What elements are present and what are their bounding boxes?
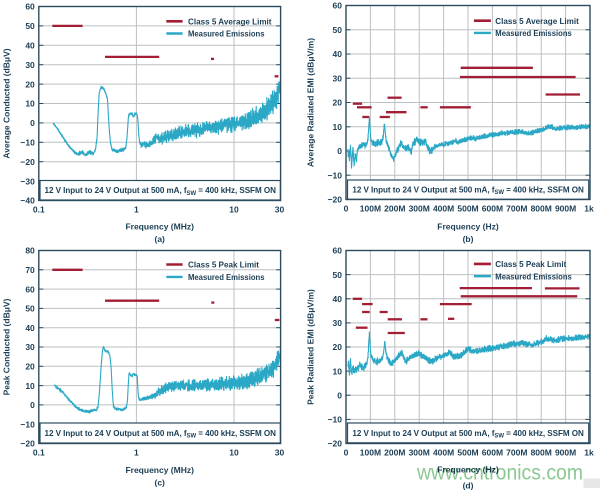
svg-text:60: 60 [25,2,35,12]
svg-text:500M: 500M [457,204,478,214]
svg-text:1: 1 [134,448,139,458]
svg-text:Frequency (Hz): Frequency (Hz) [437,465,499,475]
svg-text:0: 0 [337,146,342,156]
svg-text:40: 40 [25,323,35,333]
svg-text:400M: 400M [433,448,454,458]
svg-text:Class 5 Average Limit: Class 5 Average Limit [495,16,579,26]
svg-text:40: 40 [333,49,343,59]
svg-text:30: 30 [333,318,343,328]
svg-text:0: 0 [337,390,342,400]
svg-text:80: 80 [25,246,35,256]
svg-text:700M: 700M [506,204,527,214]
svg-text:10: 10 [333,122,343,132]
svg-text:60: 60 [333,1,343,11]
svg-text:20: 20 [25,79,35,89]
svg-text:Frequency (MHz): Frequency (MHz) [125,465,194,475]
svg-text:Peak Radiated EMI (dBμV/m): Peak Radiated EMI (dBμV/m) [306,289,316,405]
svg-text:10: 10 [25,99,35,109]
svg-text:10: 10 [229,205,239,215]
svg-text:500M: 500M [457,448,478,458]
svg-text:(c): (c) [155,478,166,488]
svg-text:50: 50 [333,270,343,280]
svg-text:(b): (b) [463,234,474,244]
svg-text:10: 10 [229,448,239,458]
svg-text:30: 30 [333,74,343,84]
svg-text:20: 20 [333,342,343,352]
svg-text:50: 50 [25,21,35,31]
svg-text:10: 10 [25,381,35,391]
svg-text:−20: −20 [328,195,343,205]
svg-text:www.cntronics.com: www.cntronics.com [416,462,583,485]
svg-text:0.1: 0.1 [33,448,45,458]
svg-text:600M: 600M [482,204,503,214]
svg-text:400M: 400M [433,204,454,214]
svg-text:−40: −40 [20,196,35,206]
svg-text:Measured Emissions: Measured Emissions [188,29,265,39]
svg-text:200M: 200M [384,204,405,214]
svg-text:Peak Conducted (dBμV): Peak Conducted (dBμV) [2,298,12,395]
svg-text:0: 0 [30,400,35,410]
svg-text:−10: −10 [328,415,343,425]
svg-text:40: 40 [25,41,35,51]
svg-text:−20: −20 [20,157,35,167]
svg-text:0: 0 [30,118,35,128]
svg-text:30: 30 [275,448,285,458]
svg-text:10: 10 [333,366,343,376]
svg-text:Class 5 Average Limit: Class 5 Average Limit [188,17,272,27]
svg-text:−10: −10 [20,138,35,148]
svg-text:−10: −10 [20,419,35,429]
svg-text:Average Radiated EMI (dBμV/m): Average Radiated EMI (dBμV/m) [306,38,316,167]
svg-text:Measured Emissions: Measured Emissions [188,272,265,282]
svg-text:0.1: 0.1 [33,205,45,215]
svg-text:30: 30 [25,60,35,70]
svg-text:1k: 1k [584,204,594,214]
svg-text:20: 20 [25,362,35,372]
svg-text:800M: 800M [531,204,552,214]
svg-text:−30: −30 [20,176,35,186]
svg-text:900M: 900M [555,448,576,458]
svg-text:0: 0 [344,204,349,214]
svg-text:900M: 900M [555,204,576,214]
svg-text:Measured Emissions: Measured Emissions [495,28,572,38]
svg-text:Measured Emissions: Measured Emissions [495,271,572,281]
svg-text:20: 20 [333,98,343,108]
svg-text:1: 1 [134,205,139,215]
svg-text:300M: 300M [409,204,430,214]
svg-text:Class 5 Peak Limit: Class 5 Peak Limit [495,259,566,269]
svg-text:70: 70 [25,265,35,275]
svg-text:50: 50 [25,304,35,314]
svg-text:1k: 1k [584,448,594,458]
svg-text:100M: 100M [360,448,381,458]
svg-text:−20: −20 [328,439,343,449]
svg-text:300M: 300M [409,448,430,458]
svg-text:12 V Input to 24 V Output at 5: 12 V Input to 24 V Output at 500 mA, fSW… [352,429,584,440]
svg-text:700M: 700M [506,448,527,458]
svg-text:100M: 100M [360,204,381,214]
svg-text:0: 0 [344,448,349,458]
svg-text:60: 60 [25,284,35,294]
svg-text:(a): (a) [155,234,166,244]
svg-text:800M: 800M [531,448,552,458]
svg-text:40: 40 [333,294,343,304]
svg-text:Average Conducted (dBμV): Average Conducted (dBμV) [2,48,12,158]
svg-text:30: 30 [25,342,35,352]
svg-text:Class 5 Peak Limit: Class 5 Peak Limit [188,260,259,270]
svg-text:(d): (d) [463,481,474,491]
svg-text:−20: −20 [20,439,35,449]
svg-text:600M: 600M [482,448,503,458]
svg-text:12 V Input to 24 V Output at 5: 12 V Input to 24 V Output at 500 mA, fSW… [45,429,277,440]
svg-text:30: 30 [275,205,285,215]
svg-text:50: 50 [333,25,343,35]
svg-text:12 V Input to 24 V Output at 5: 12 V Input to 24 V Output at 500 mA, fSW… [352,186,584,197]
svg-text:−10: −10 [328,170,343,180]
svg-text:Frequency (Hz): Frequency (Hz) [437,222,499,232]
svg-text:12 V Input to 24 V Output at 5: 12 V Input to 24 V Output at 500 mA, fSW… [45,186,277,197]
svg-text:60: 60 [333,246,343,256]
svg-text:200M: 200M [384,448,405,458]
svg-text:Frequency (MHz): Frequency (MHz) [125,222,194,232]
